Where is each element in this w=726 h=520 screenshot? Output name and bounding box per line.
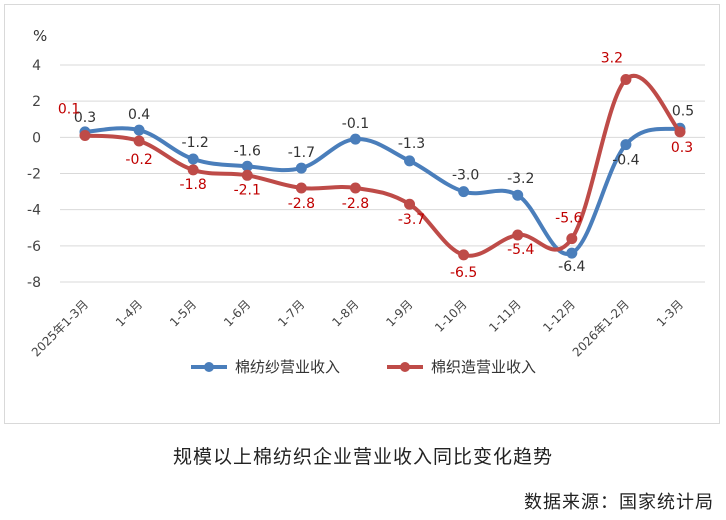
data-label-series-2: -5.4 [507, 242, 534, 258]
data-point-series-2 [241, 169, 253, 181]
data-point-series-1 [620, 139, 632, 151]
data-source-note: 数据来源：国家统计局 [524, 492, 714, 513]
data-point-series-1 [187, 153, 199, 165]
data-label-series-1: 0.4 [128, 107, 150, 123]
data-point-series-1 [241, 160, 253, 172]
y-axis-unit-label: % [33, 27, 47, 45]
x-tick-label: 1-6月 [221, 297, 253, 329]
legend-swatch-marker [400, 362, 410, 372]
data-label-series-2: 0.3 [671, 140, 693, 156]
data-label-series-1: -3.2 [507, 171, 534, 187]
data-label-series-1: -6.4 [558, 259, 585, 275]
legend-label: 棉纺纱营业收入 [235, 358, 340, 376]
line-chart: % 4 2 0 -2 -4 -6 -8 2025年1-3月 1-4月 1-5月 1-6月 1-7月 1-8… [27, 27, 705, 376]
data-label-series-2: -1.8 [180, 177, 207, 193]
chart-frame: % 4 2 0 -2 -4 -6 -8 2025年1-3月 1-4月 1-5月 1-6月 1-7月 1-8… [4, 4, 720, 424]
data-point-series-2 [620, 73, 632, 85]
data-label-series-2: -5.6 [555, 211, 582, 227]
data-point-series-2 [404, 198, 416, 210]
x-tick-label: 2026年1-2月 [570, 297, 632, 359]
data-label-series-2: -2.1 [234, 182, 261, 198]
data-point-series-1 [133, 124, 145, 136]
y-tick-label: -2 [27, 167, 41, 183]
data-point-series-2 [349, 182, 361, 194]
y-tick-label: -6 [27, 239, 41, 255]
x-tick-label: 1-8月 [329, 297, 361, 329]
data-point-series-2 [295, 182, 307, 194]
data-point-series-2 [187, 164, 199, 176]
x-tick-label: 1-5月 [167, 297, 199, 329]
data-label-series-2: -0.2 [125, 152, 152, 168]
data-point-series-1 [295, 162, 307, 174]
legend-swatch-marker [204, 362, 214, 372]
data-point-series-1 [458, 186, 470, 198]
x-tick-label: 1-9月 [383, 297, 415, 329]
x-tick-label: 1-3月 [654, 297, 686, 329]
data-point-series-2 [512, 229, 524, 241]
data-label-series-2: -3.7 [398, 212, 425, 228]
data-point-series-2 [79, 130, 91, 142]
data-point-series-1 [404, 155, 416, 167]
data-label-series-1: -0.4 [612, 153, 639, 169]
data-point-series-1 [512, 189, 524, 201]
y-tick-label: 2 [32, 94, 41, 110]
x-tick-label: 1-12月 [540, 297, 578, 335]
data-point-series-2 [566, 233, 578, 245]
x-tick-label: 2025年1-3月 [29, 297, 91, 359]
x-tick-label: 1-10月 [432, 297, 470, 335]
data-label-series-1: -1.7 [288, 145, 315, 161]
chart-caption: 规模以上棉纺织企业营业收入同比变化趋势 [172, 446, 553, 468]
data-label-series-1: -1.6 [234, 143, 261, 159]
data-point-series-2 [458, 249, 470, 261]
data-label-series-2: -6.5 [450, 265, 477, 281]
y-tick-label: 4 [32, 58, 41, 74]
data-label-series-2: -2.8 [342, 196, 369, 212]
data-label-series-2: 3.2 [601, 50, 623, 66]
data-label-series-1: 0.3 [74, 110, 96, 126]
data-label-series-1: -1.2 [182, 135, 209, 151]
data-point-series-2 [674, 126, 686, 138]
y-tick-label: 0 [32, 130, 41, 146]
y-tick-label: -4 [27, 203, 41, 219]
legend-label: 棉织造营业收入 [431, 358, 536, 376]
data-label-series-1: -3.0 [452, 168, 479, 184]
data-label-series-2: -2.8 [288, 196, 315, 212]
x-tick-label: 1-4月 [113, 297, 145, 329]
data-point-series-2 [133, 135, 145, 147]
y-tick-label: -8 [27, 275, 41, 291]
data-point-series-1 [349, 133, 361, 145]
data-point-series-1 [566, 247, 578, 259]
data-label-series-1: 0.5 [672, 103, 694, 119]
data-label-series-1: -1.3 [398, 136, 425, 152]
data-label-series-2: 0.1 [58, 102, 80, 118]
data-label-series-1: -0.1 [342, 116, 369, 132]
x-tick-label: 1-7月 [275, 297, 307, 329]
x-tick-label: 1-11月 [486, 297, 524, 335]
